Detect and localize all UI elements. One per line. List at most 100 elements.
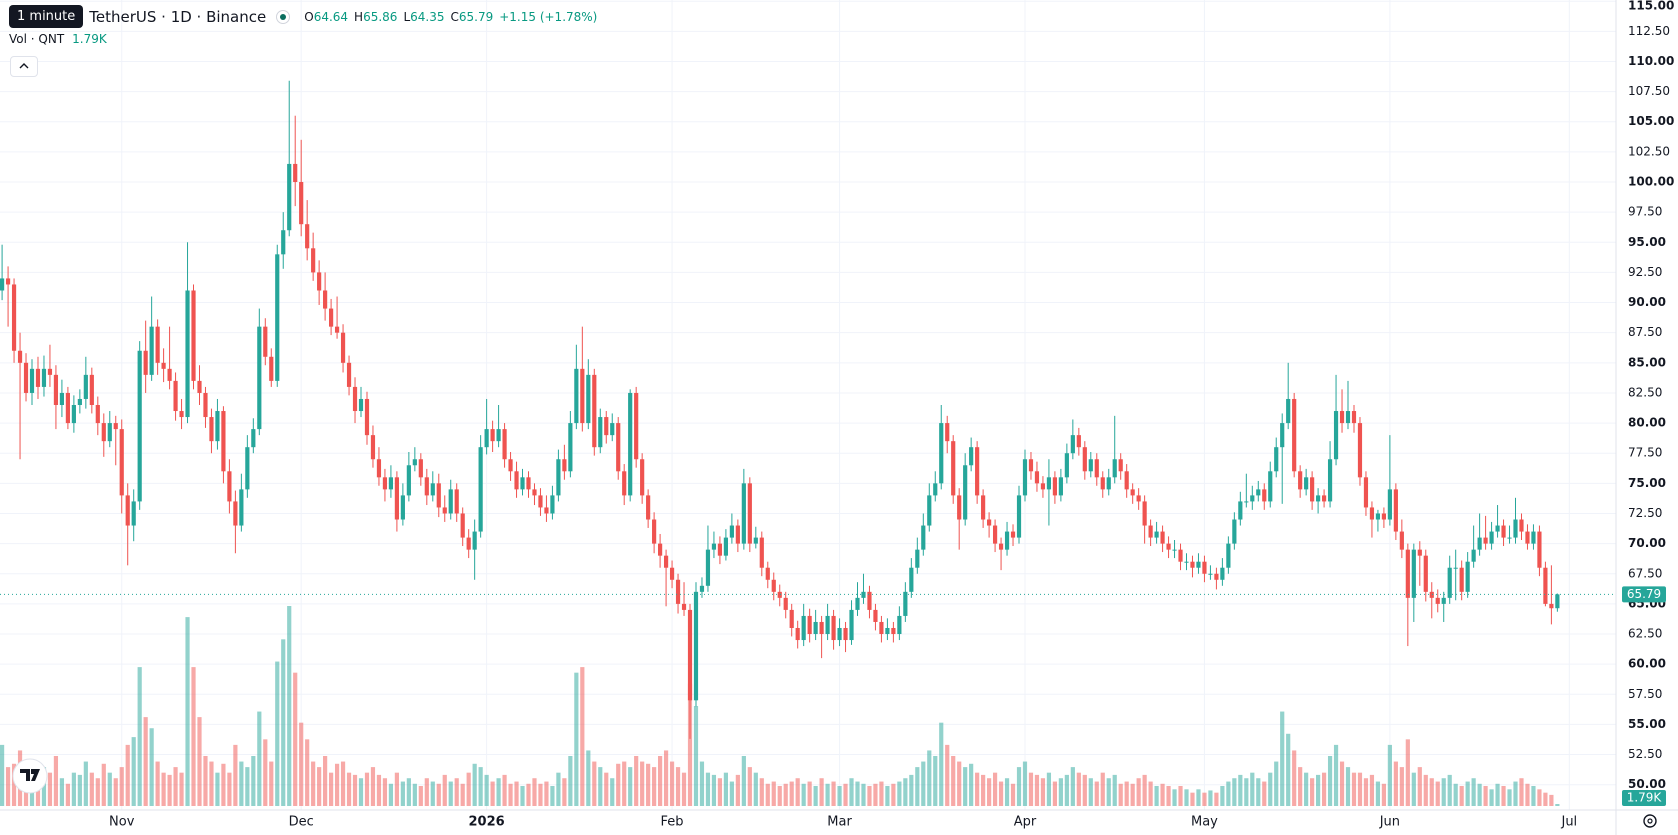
y-tick-label: 70.00 [1628,536,1666,550]
volume-bar [891,783,896,806]
volume-bar [538,783,543,806]
candle-body [95,405,100,424]
candle-body [1321,495,1327,502]
volume-bar [819,778,824,806]
candle-body [382,477,388,490]
candle-body [681,603,687,610]
volume-bar [1184,789,1189,806]
volume-bar [1130,783,1135,806]
volume-bar [879,781,884,806]
volume-bar [1280,711,1285,806]
volume-bar [149,728,154,806]
candle-body [586,374,591,424]
volume-bar [1154,786,1159,806]
logo-mark [20,769,40,781]
settings-button[interactable] [1643,814,1657,828]
candle-body [574,368,579,424]
candle-body [723,537,728,556]
candle-body [71,405,76,424]
market-status[interactable] [276,9,291,24]
volume-bar [873,783,878,806]
volume-bar [95,778,100,806]
volume-bar [1339,761,1345,806]
candle-body [1184,561,1189,563]
candle-body [825,615,830,635]
volume-bar [957,761,962,806]
candle-body [203,392,208,418]
legend-value: 65.79 [458,9,494,24]
symbol-title[interactable]: TetherUS · 1D · Binance [89,7,267,26]
candle-body [580,368,585,424]
volume-bar [586,750,591,806]
volume-bar [1549,794,1554,806]
tv-logo[interactable] [12,758,48,794]
volume-bar [508,783,513,806]
volume-bar [412,783,417,806]
volume-bar [1310,778,1315,806]
candle-body [269,356,274,381]
candle-body [125,495,130,526]
volume-bar [1357,772,1363,806]
candle-body [35,368,41,387]
volume-bar [568,756,573,806]
candle-body [293,163,298,183]
volume-bar [1423,774,1428,806]
volume-bar [1351,772,1357,806]
volume-bar [915,767,920,806]
volume-bar [179,772,184,806]
volume-bar [1190,792,1195,806]
candle-body [1441,597,1446,604]
volume-bar [675,767,681,806]
volume-tag [1622,790,1666,806]
candle-body [1124,471,1129,490]
volume-bar [1327,756,1333,806]
volume-bar [1262,781,1267,806]
volume-bar [89,772,94,806]
volume-bar [687,683,693,806]
candle-body [1088,459,1093,472]
candle-body [1292,398,1297,472]
candle-body [783,597,788,610]
candle-body [717,543,723,556]
candle-body [1070,435,1075,454]
gear[interactable] [1643,814,1657,828]
volume-bar [1166,786,1171,806]
volume-bar [5,767,11,806]
volume-bar [1100,772,1105,806]
candle-body [1148,525,1153,538]
candle-body [933,483,938,496]
volume-bar [831,781,836,806]
candle-body [1256,489,1261,496]
volume-bar [125,744,130,806]
candle-body [287,163,292,231]
volume-bar [257,711,262,806]
volume-bar [1369,774,1375,806]
candle-body [1333,411,1339,460]
candle-body [394,477,399,520]
candle-body [885,627,890,635]
volume-bar [400,781,405,806]
volume-bar [789,781,794,806]
volume-bar [1052,781,1057,806]
candle-body [113,423,118,430]
candle-body [424,477,429,496]
candle-body [909,567,914,592]
volume-bar [1160,783,1165,806]
candle-body [1094,459,1099,478]
volume-bar [981,774,986,806]
candle-body [532,489,537,496]
candle-body [478,447,483,532]
volume-bar [167,774,172,806]
candle-body [1513,519,1518,538]
volume-bar [329,772,334,806]
candle-body [1196,561,1201,568]
candle-body [406,465,411,496]
volume-bar [1196,789,1201,806]
candle-body [143,350,148,375]
volume-bar [221,763,226,806]
volume-bar [1058,778,1063,806]
y-tick-label: 87.50 [1628,325,1662,339]
collapse-button[interactable] [10,56,38,77]
x-tick-label: Feb [661,815,684,830]
legend: 1 minute TetherUS · 1D · Binance O 64.64 … [9,5,597,28]
